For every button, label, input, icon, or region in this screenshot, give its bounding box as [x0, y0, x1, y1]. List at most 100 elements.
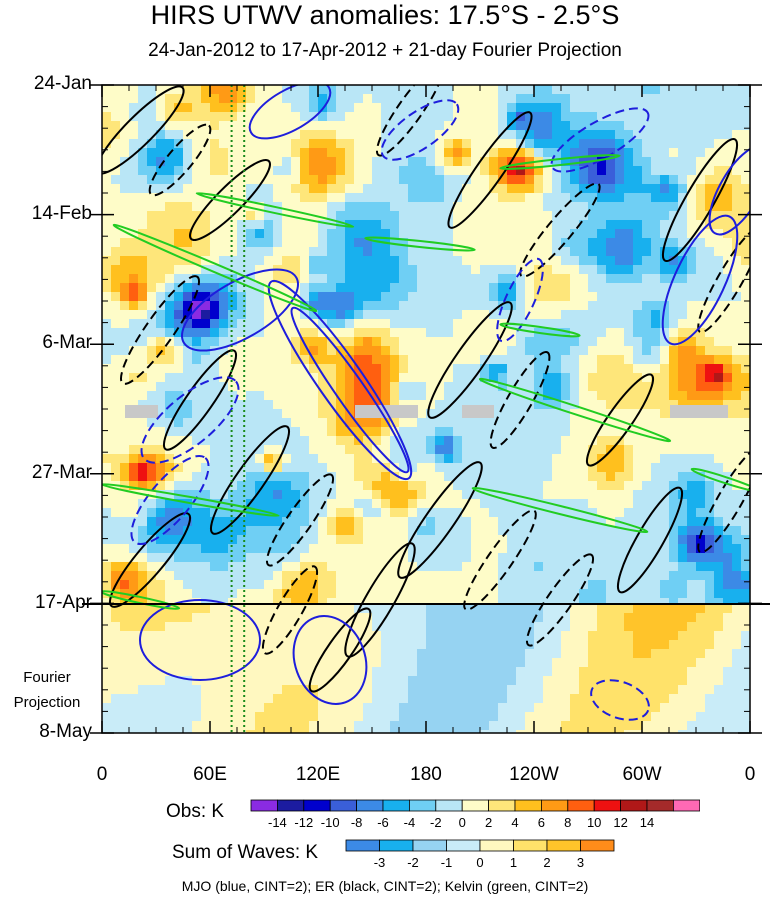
obs-cell [597, 193, 607, 203]
obs-cell [201, 499, 211, 509]
obs-cell [318, 481, 328, 491]
obs-cell [120, 490, 130, 500]
obs-cell [345, 481, 355, 491]
obs-cell [651, 337, 661, 347]
obs-cell [255, 490, 265, 500]
obs-cell [174, 472, 184, 482]
proj-cell [399, 631, 409, 641]
proj-cell [669, 649, 679, 659]
obs-cell [102, 436, 112, 446]
obs-cell [741, 193, 750, 203]
obs-cell [480, 382, 490, 392]
proj-cell [606, 631, 616, 641]
obs-cell [426, 472, 436, 482]
obs-cell [336, 562, 346, 572]
obs-cell [615, 301, 625, 311]
obs-cell [219, 427, 229, 437]
obs-cell [471, 490, 481, 500]
proj-cell [597, 640, 607, 650]
obs-cell [138, 238, 148, 248]
obs-cell [264, 490, 274, 500]
obs-cell [714, 256, 724, 266]
proj-cell [210, 694, 220, 704]
obs-cell [111, 553, 121, 563]
obs-cell [255, 589, 265, 599]
obs-cell [642, 382, 652, 392]
obs-cell [237, 175, 247, 185]
proj-cell [228, 676, 238, 686]
obs-cell [372, 517, 382, 527]
obs-cell [156, 382, 166, 392]
obs-cell [471, 103, 481, 113]
obs-cell [633, 364, 643, 374]
obs-cell [624, 193, 634, 203]
obs-cell [480, 292, 490, 302]
obs-cell [327, 139, 337, 149]
obs-cell [624, 148, 634, 158]
obs-cell [498, 517, 508, 527]
proj-cell [273, 613, 283, 623]
obs-cell [552, 220, 562, 230]
obs-cell [597, 526, 607, 536]
obs-cell [300, 103, 310, 113]
obs-cell [174, 598, 184, 604]
obs-cell [183, 418, 193, 428]
obs-cell [444, 229, 454, 239]
obs-cell [201, 382, 211, 392]
obs-cell [309, 364, 319, 374]
obs-cell [246, 157, 256, 167]
obs-cell [552, 535, 562, 545]
proj-cell [372, 676, 382, 686]
obs-cell [678, 535, 688, 545]
obs-cell [732, 535, 742, 545]
obs-cell [111, 166, 121, 176]
obs-cell [354, 481, 364, 491]
proj-cell [597, 613, 607, 623]
obs-cell [282, 490, 292, 500]
obs-cell [714, 94, 724, 104]
obs-cell [228, 256, 238, 266]
obs-cell [363, 517, 373, 527]
obs-cell [435, 418, 445, 428]
obs-cell [327, 148, 337, 158]
obs-cell [282, 157, 292, 167]
obs-cell [678, 355, 688, 365]
obs-cell [426, 418, 436, 428]
proj-cell [273, 649, 283, 659]
obs-cell [174, 328, 184, 338]
obs-cell [507, 463, 517, 473]
obs-cell [192, 274, 202, 284]
obs-cell [291, 553, 301, 563]
obs-cell [354, 463, 364, 473]
obs-cell [345, 373, 355, 383]
obs-cell [246, 148, 256, 158]
proj-cell [624, 658, 634, 668]
obs-cell [705, 202, 715, 212]
obs-cell [579, 148, 589, 158]
obs-cell [471, 454, 481, 464]
obs-cell [480, 346, 490, 356]
proj-cell [102, 640, 112, 650]
obs-cell [642, 553, 652, 563]
obs-cell [624, 184, 634, 194]
obs-cell [678, 220, 688, 230]
obs-cell [615, 202, 625, 212]
obs-cell [318, 454, 328, 464]
obs-cell [192, 94, 202, 104]
obs-cell [534, 130, 544, 140]
obs-cell [345, 544, 355, 554]
obs-cell [363, 355, 373, 365]
obs-cell [390, 148, 400, 158]
obs-cell [372, 364, 382, 374]
obs-cell [408, 481, 418, 491]
obs-cell [399, 85, 409, 95]
proj-cell [300, 676, 310, 686]
obs-cell [606, 562, 616, 572]
obs-cell [345, 517, 355, 527]
obs-cell [651, 400, 661, 410]
proj-cell [291, 685, 301, 695]
obs-cell [588, 202, 598, 212]
obs-cell [120, 139, 130, 149]
proj-cell [363, 658, 373, 668]
obs-cell [453, 445, 463, 455]
